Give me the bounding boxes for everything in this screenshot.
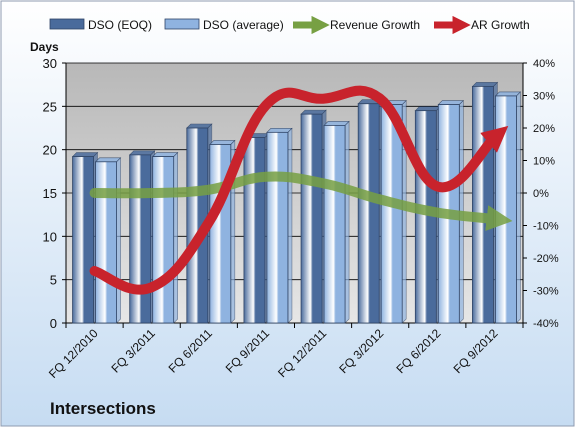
legend-swatch xyxy=(49,18,85,30)
legend-swatch xyxy=(164,18,200,30)
bar-dso-eoq xyxy=(357,99,384,324)
y2-tick-label: -30% xyxy=(533,286,559,298)
bar-dso-eoq xyxy=(300,109,327,324)
y-tick-label: 30 xyxy=(43,56,57,71)
y-tick-label: 0 xyxy=(50,316,57,331)
legend-label: AR Growth xyxy=(471,18,530,32)
bar-dso-average xyxy=(494,91,522,324)
y2-tick-label: 10% xyxy=(533,156,555,168)
y2-tick-label: 0% xyxy=(533,188,549,200)
y2-tick-label: -20% xyxy=(533,253,559,265)
y-tick-label: 15 xyxy=(43,186,57,201)
legend-item: DSO (EOQ) xyxy=(49,18,152,32)
legend-item: DSO (average) xyxy=(164,18,284,32)
bar-dso-eoq xyxy=(71,151,99,324)
y-tick-label: 20 xyxy=(43,143,57,158)
chart-title: Intersections xyxy=(50,399,156,418)
bar-dso-average xyxy=(266,127,293,324)
legend-item: AR Growth xyxy=(434,15,530,35)
bar-dso-eoq xyxy=(243,132,270,324)
bar-dso-average xyxy=(323,120,350,324)
y-axis-label: Days xyxy=(30,40,59,54)
y-tick-label: 25 xyxy=(43,99,57,114)
y2-tick-label: 30% xyxy=(533,91,555,103)
y2-tick-label: 20% xyxy=(533,123,555,135)
legend-item: Revenue Growth xyxy=(293,15,420,35)
legend-label: DSO (average) xyxy=(203,18,284,32)
bar-dso-eoq xyxy=(471,81,499,324)
bar-dso-average xyxy=(380,99,407,324)
y2-tick-label: -40% xyxy=(533,318,559,330)
bar-dso-eoq xyxy=(128,150,156,324)
legend-label: DSO (EOQ) xyxy=(88,18,152,32)
y-tick-label: 5 xyxy=(50,273,57,288)
bar-dso-average xyxy=(151,151,179,324)
legend-label: Revenue Growth xyxy=(330,18,420,32)
y-tick-label: 10 xyxy=(43,229,57,244)
bar-dso-average xyxy=(94,157,122,324)
ar-growth-line xyxy=(89,85,509,295)
y2-tick-label: -10% xyxy=(533,221,559,233)
y2-tick-label: 40% xyxy=(533,58,555,70)
revenue-growth-line xyxy=(89,171,513,232)
